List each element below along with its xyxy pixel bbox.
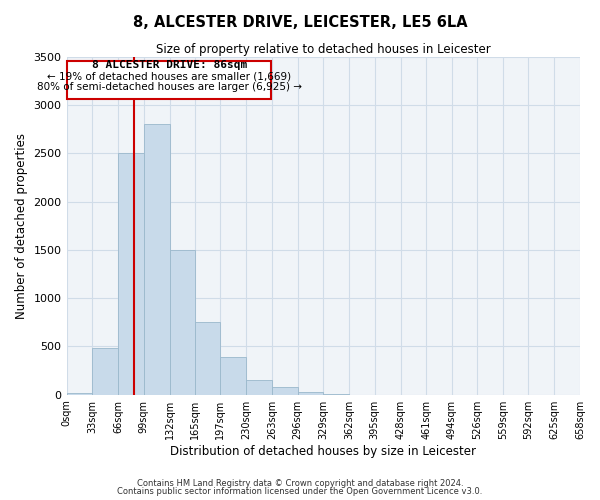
Bar [220,357,246,395]
FancyBboxPatch shape [67,60,271,99]
Title: Size of property relative to detached houses in Leicester: Size of property relative to detached ho… [156,42,491,56]
Bar [246,380,272,394]
Text: 80% of semi-detached houses are larger (6,925) →: 80% of semi-detached houses are larger (… [37,82,302,92]
Bar [92,348,118,395]
Bar [298,392,323,394]
Text: 8 ALCESTER DRIVE: 86sqm: 8 ALCESTER DRIVE: 86sqm [92,60,247,70]
Text: Contains public sector information licensed under the Open Government Licence v3: Contains public sector information licen… [118,487,482,496]
Bar [195,322,220,394]
Bar [272,387,298,394]
Bar [144,124,170,394]
Text: Contains HM Land Registry data © Crown copyright and database right 2024.: Contains HM Land Registry data © Crown c… [137,479,463,488]
Text: ← 19% of detached houses are smaller (1,669): ← 19% of detached houses are smaller (1,… [47,71,291,81]
Bar [118,153,144,394]
X-axis label: Distribution of detached houses by size in Leicester: Distribution of detached houses by size … [170,444,476,458]
Text: 8, ALCESTER DRIVE, LEICESTER, LE5 6LA: 8, ALCESTER DRIVE, LEICESTER, LE5 6LA [133,15,467,30]
Bar [170,250,195,394]
Y-axis label: Number of detached properties: Number of detached properties [15,132,28,318]
Bar [67,393,92,394]
